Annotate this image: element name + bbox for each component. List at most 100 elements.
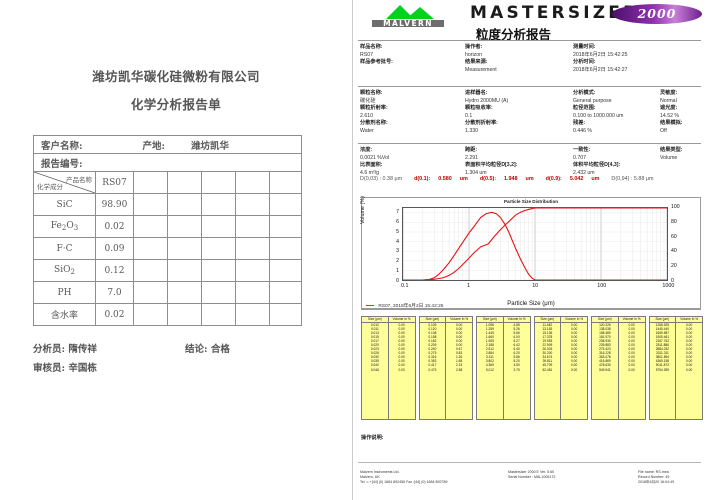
table-header-size: Size (μm)	[362, 317, 389, 322]
table-cell-volume: 0.00	[456, 327, 463, 332]
table-cell-volume: 0.00	[686, 367, 693, 372]
table-cell-size: 1.905	[485, 339, 494, 344]
table-cell-volume: 0.00	[686, 359, 693, 364]
table-cell-size: 181.970	[599, 335, 611, 340]
chart-y2-tick: 0	[671, 278, 674, 284]
table-cell-volume: 6.00	[513, 335, 520, 340]
table-cell-volume: 0.00	[398, 351, 405, 356]
footer-instrument-version: Mastersizer 2000 E Ver. 5.60	[508, 470, 555, 474]
result-source-label: 结果来源:	[465, 59, 488, 65]
reviewer-row: 审核员: 辛国栋	[33, 360, 97, 374]
table-cell-size: 1659.587	[655, 331, 670, 336]
component-value: 0.02	[95, 303, 134, 326]
table-header-size: Size (μm)	[592, 317, 619, 322]
table-cell-volume: 0.00	[571, 367, 578, 372]
table-cell-size: 45.709	[542, 363, 553, 368]
table-cell-size: 52.481	[542, 367, 553, 372]
component-label: SiC	[33, 193, 96, 216]
table-cell-volume: 0.00	[628, 331, 635, 336]
empty-cell	[133, 193, 168, 216]
table-cell-volume: 2.15	[456, 363, 463, 368]
table-cell-size: 0.158	[428, 335, 437, 340]
d01-value: 0.580	[438, 176, 452, 182]
conclusion-row: 结论: 合格	[185, 341, 230, 355]
table-row: 含水率 0.02	[33, 303, 303, 326]
table-cell-size: 2.188	[485, 343, 494, 348]
empty-cell	[133, 237, 168, 260]
chart-legend: RS07, 2018年6月2日 15:42:25	[361, 300, 701, 310]
table-cell-volume: 0.00	[571, 359, 578, 364]
table-cell-size: 34.674	[542, 355, 553, 360]
table-cell-volume: 4.85	[513, 323, 520, 327]
table-header-volume: Volume In %	[622, 317, 641, 322]
empty-cell	[235, 281, 270, 304]
particle-name-value: 碳化硅	[360, 97, 376, 104]
table-cell-size: 0.026	[370, 351, 379, 356]
mastersizer-wordmark: MASTERSIZER	[470, 3, 640, 23]
table-cell-volume: 0.00	[571, 327, 578, 332]
table-cell-volume: 0.00	[628, 347, 635, 352]
report-subtitle-cn: 粒度分析报告	[476, 28, 552, 42]
table-column-size: 11.482 13.183 15.136 17.378 19.953 22.909 26.3…	[535, 323, 562, 419]
chart-y-tick: 0	[396, 278, 399, 284]
empty-cell	[235, 259, 270, 282]
component-value: 0.02	[95, 215, 134, 238]
analysis-time-value: 2018年6月2日 15:42:27	[573, 66, 628, 73]
volume-mean-label: 体积平均粒径D[4,3]:	[573, 162, 621, 168]
component-label: Fe2O3	[33, 215, 96, 238]
empty-cell	[167, 259, 202, 282]
sampler-name-value: Hydro 2000MU (A)	[465, 97, 509, 104]
page-divider	[352, 0, 353, 500]
table-cell-volume: 0.00	[398, 363, 405, 368]
measure-time-label: 测量时间:	[573, 44, 596, 50]
table-cell-size: 363.078	[599, 355, 611, 360]
particle-name-label: 颗粒名称:	[360, 90, 383, 96]
operator-value: horizon	[465, 51, 483, 58]
dispersant-name-label: 分散剂名称:	[360, 120, 388, 126]
concentration-label: 浓度:	[360, 147, 373, 153]
empty-cell	[201, 281, 236, 304]
table-cell-size: 0.363	[428, 359, 437, 364]
table-cell-size: 0.020	[370, 343, 379, 348]
table-cell-volume: 6.42	[513, 343, 520, 348]
table-cell-size: 0.030	[370, 355, 379, 360]
table-cell-size: 316.228	[599, 351, 611, 356]
chemical-analysis-document: 潍坊凯华碳化硅微粉有限公司 化学分析报告单 客户名称: 产地: 潍坊凯华	[0, 0, 352, 500]
table-cell-size: 3.311	[486, 355, 494, 360]
table-cell-size: 0.417	[428, 363, 437, 368]
empty-cell	[201, 259, 236, 282]
footer-record-number: Record Number: 49	[638, 475, 670, 479]
table-cell-volume: 0.00	[456, 331, 463, 336]
specific-surface-value: 4.6 m²/g	[360, 169, 380, 176]
component-value: 0.12	[95, 259, 134, 282]
size-volume-table: Size (μm) Volume In % 120.226 138.038 158.48…	[591, 316, 646, 420]
table-cell-size: 2884.032	[655, 347, 670, 352]
table-cell-volume: 0.00	[398, 359, 405, 364]
chart-x-tick: 1	[467, 283, 471, 289]
table-cell-size: 158.489	[599, 331, 611, 336]
empty-cell	[133, 171, 168, 194]
dispersant-ri-label: 分散剂折射率:	[465, 120, 498, 126]
table-cell-volume: 0.83	[456, 351, 463, 356]
chart-y2-tick: 60	[671, 233, 677, 240]
table-cell-size: 1.259	[485, 327, 494, 332]
empty-cell	[167, 237, 202, 260]
table-cell-size: 0.182	[428, 339, 437, 344]
table-cell-volume: 0.00	[398, 327, 405, 332]
sample-info-block: 样品名称: RS07 样品参考批号: 操作者: horizon 结果来源: Me…	[360, 44, 704, 80]
brand-header: MASTERSIZER 2000 粒度分析报告	[462, 4, 702, 43]
empty-cell	[167, 171, 202, 194]
table-cell-volume: 0.00	[398, 355, 405, 360]
size-range-value: 0.100 to 1000.000 um	[573, 112, 624, 119]
table-cell-size: 26.303	[542, 347, 553, 352]
table-header-size: Size (μm)	[477, 317, 504, 322]
residual-label: 残差:	[573, 120, 586, 126]
table-cell-volume: 5.66	[513, 331, 520, 336]
table-cell-size: 15.136	[542, 331, 553, 336]
product-name-cell: RS07	[95, 171, 134, 194]
footer-rule	[358, 462, 701, 463]
table-cell-volume: 0.00	[456, 323, 463, 327]
operator-label: 操作者:	[465, 44, 483, 50]
chart-x-tick: 0.1	[401, 283, 409, 289]
